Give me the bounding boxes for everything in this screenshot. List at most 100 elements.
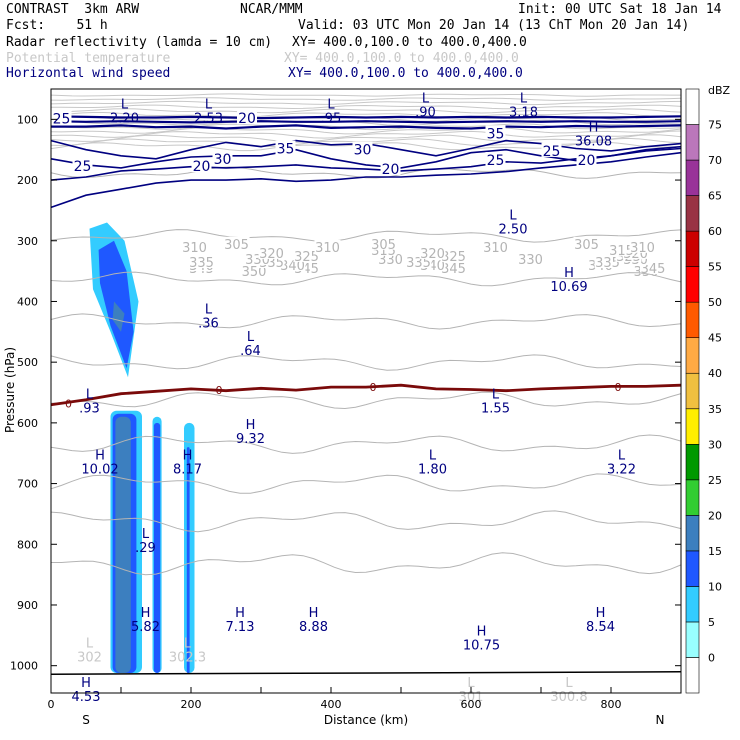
theta-label: 340 xyxy=(280,259,305,274)
field-3-name: Horizontal wind speed xyxy=(6,66,171,81)
extremum-marker: H xyxy=(235,606,245,621)
colorbar-label: 55 xyxy=(708,261,722,274)
theta-contour-upper xyxy=(50,93,681,97)
freezing-level-label: 0 xyxy=(216,384,223,397)
extremum-marker: L xyxy=(520,91,528,106)
wind-label-bg xyxy=(352,141,373,156)
extremum-value: 8.54 xyxy=(586,620,615,635)
theta-label: 305 xyxy=(574,238,599,253)
colorbar-label: 40 xyxy=(708,367,722,380)
theta-contour-upper xyxy=(50,112,682,118)
y-tick-label: 400 xyxy=(17,295,38,308)
extremum-marker: L xyxy=(327,97,335,112)
theta-label-bg xyxy=(293,248,320,262)
wind-label-bg xyxy=(576,152,597,167)
model-title: CONTRAST 3km ARW xyxy=(6,2,140,17)
south-label: S xyxy=(82,713,90,727)
wind-label-bg xyxy=(191,158,212,173)
x-tick-label: 0 xyxy=(48,698,55,711)
extremum-value: 3.22 xyxy=(607,462,636,477)
theta-contour xyxy=(50,391,682,410)
theta-label-bg xyxy=(594,255,621,269)
theta-contour-upper xyxy=(50,134,682,143)
freezing-level-label: 0 xyxy=(370,381,377,394)
theta-label-bg xyxy=(419,245,446,259)
freezing-level-label: 0 xyxy=(65,397,72,410)
theta-contour-upper xyxy=(50,100,682,106)
field-2-xy: XY= 400.0,100.0 to 400.0,400.0 xyxy=(284,51,519,66)
colorbar-swatch xyxy=(685,443,700,481)
extremum-marker: L xyxy=(618,448,626,463)
theta-label: 330 xyxy=(518,253,543,268)
theta-contour-upper xyxy=(50,123,682,131)
theta-label: 345 xyxy=(641,262,666,277)
theta-contour-upper xyxy=(50,97,682,101)
wind-label: 25 xyxy=(543,144,561,160)
wind-label: 25 xyxy=(487,153,505,169)
theta-label-bg xyxy=(258,245,285,259)
y-tick-label: 1000 xyxy=(10,660,38,673)
x-tick-label: 600 xyxy=(461,698,482,711)
theta-label: 320 xyxy=(420,247,445,262)
field-1-name: Radar reflectivity (lamda = 10 cm) xyxy=(6,35,273,50)
wind-label-bg xyxy=(237,110,257,125)
wind-label-bg xyxy=(380,161,401,176)
colorbar-swatch xyxy=(685,550,700,587)
colorbar-swatch xyxy=(685,586,700,623)
x-tick-label: 800 xyxy=(601,698,622,711)
theta-contour-upper xyxy=(50,130,682,139)
extremum-marker: H xyxy=(477,624,487,639)
extremum-marker: L xyxy=(429,448,437,463)
extremum-value: 302 xyxy=(77,650,102,665)
extremum-value: .95 xyxy=(321,111,342,126)
wind-label-bg xyxy=(485,152,506,167)
theta-contour xyxy=(51,552,682,576)
extremum-marker: H xyxy=(309,606,319,621)
extremum-value: 2.20 xyxy=(110,111,139,126)
extremum-value: 1.55 xyxy=(481,402,510,417)
wind-label-bg xyxy=(72,158,93,173)
colorbar-swatch xyxy=(685,301,700,339)
colorbar-swatch xyxy=(685,266,700,303)
theta-label: 315 xyxy=(609,244,634,259)
valid-time: Valid: 03 UTC Mon 20 Jan 14 (13 ChT Mon … xyxy=(298,18,690,33)
theta-label-bg xyxy=(181,239,208,253)
reflectivity-cell xyxy=(186,447,190,673)
theta-label-bg xyxy=(629,239,656,253)
theta-label: 305 xyxy=(371,238,396,253)
colorbar-swatch xyxy=(685,479,700,516)
colorbar-label: 20 xyxy=(708,509,722,522)
theta-label: 330 xyxy=(378,253,403,268)
reflectivity-cell xyxy=(153,422,161,673)
extremum-value: 9.32 xyxy=(236,432,265,447)
extremum-marker: L xyxy=(492,388,500,403)
colorbar-swatch xyxy=(685,372,700,410)
theta-label: 345 xyxy=(441,262,466,277)
theta-label-bg xyxy=(517,251,544,265)
wind-contour xyxy=(50,120,682,124)
extremum-marker: L xyxy=(565,676,573,691)
colorbar-swatch xyxy=(685,621,700,658)
x-tick-label: 200 xyxy=(181,698,202,711)
wind-label: 20 xyxy=(238,111,256,127)
theta-contour-upper xyxy=(50,127,682,135)
colorbar-label: 65 xyxy=(708,190,722,203)
extremum-value: .90 xyxy=(415,105,436,120)
theta-label-bg xyxy=(314,239,341,253)
theta-label: 335 xyxy=(189,256,214,271)
field-2-name: Potential temperature xyxy=(6,51,171,66)
organization: NCAR/MMM xyxy=(240,2,303,17)
extremum-marker: L xyxy=(121,97,129,112)
theta-contour xyxy=(50,229,682,243)
extremum-value: 302.3 xyxy=(169,650,206,665)
theta-label: 335 xyxy=(595,256,620,271)
theta-label-bg xyxy=(370,236,397,250)
extremum-value: 301 xyxy=(459,690,484,705)
theta-label: 310 xyxy=(483,241,508,256)
theta-contour xyxy=(50,313,682,330)
wind-label-bg xyxy=(541,142,562,157)
colorbar-swatch xyxy=(685,159,700,196)
colorbar-label: 15 xyxy=(708,545,722,558)
colorbar-label: 50 xyxy=(708,296,722,309)
